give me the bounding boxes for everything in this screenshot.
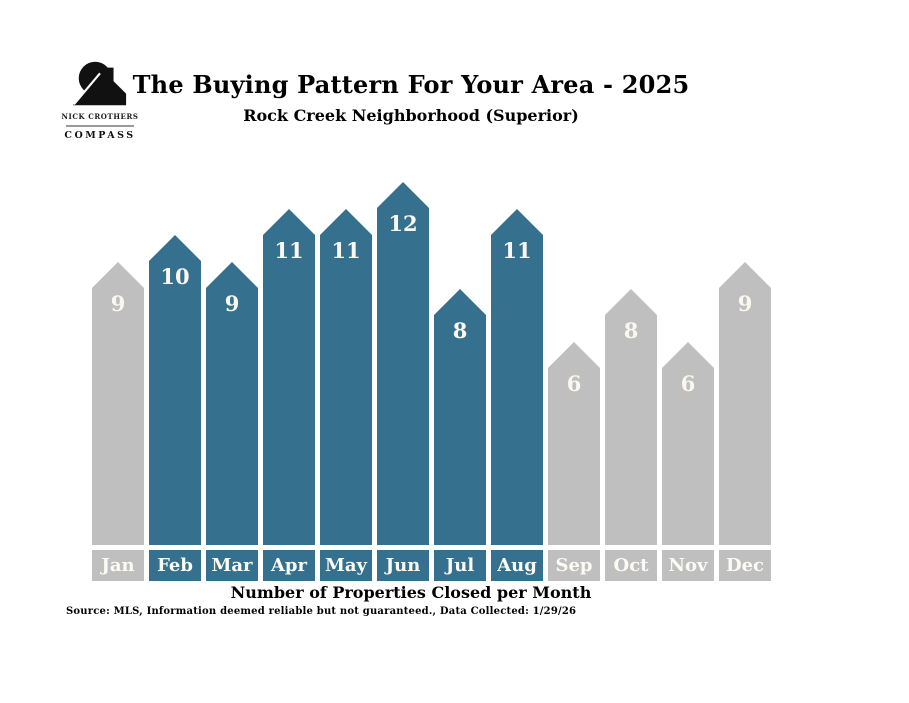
- house-logo-icon: [72, 61, 127, 106]
- bar-jul: 8: [434, 289, 486, 545]
- bar-mar: 9: [206, 262, 258, 545]
- month-label-sep: Sep: [548, 550, 600, 581]
- bar-value-label: 9: [110, 291, 126, 316]
- bar-value-label: 8: [623, 318, 639, 343]
- bars-row: 9 10 9 11 11 12 8 11 6 8 6 9: [92, 182, 771, 545]
- bar-value-label: 8: [452, 318, 468, 343]
- month-label-jul: Jul: [434, 550, 486, 581]
- bar-feb: 10: [149, 235, 201, 545]
- month-labels-row: Jan Feb Mar Apr May Jun Jul Aug Sep Oct Nov Dec: [92, 550, 771, 581]
- source-disclaimer: Source: MLS, Information deemed reliable…: [66, 606, 577, 617]
- month-label-dec: Dec: [719, 550, 771, 581]
- x-axis-title: Number of Properties Closed per Month: [230, 583, 592, 602]
- bar-apr: 11: [263, 209, 315, 545]
- bar-jun: 12: [377, 182, 429, 545]
- month-label-feb: Feb: [149, 550, 201, 581]
- bar-value-label: 12: [388, 211, 418, 236]
- logo-brand-text: COMPASS: [64, 130, 136, 141]
- page-subtitle: Rock Creek Neighborhood (Superior): [243, 106, 579, 125]
- bar-value-label: 11: [331, 238, 361, 263]
- bar-aug: 11: [491, 209, 543, 545]
- bar-oct: 8: [605, 289, 657, 545]
- month-label-jan: Jan: [92, 550, 144, 581]
- month-label-may: May: [320, 550, 372, 581]
- logo-name-text: NICK CROTHERS: [61, 112, 139, 121]
- bar-value-label: 11: [274, 238, 304, 263]
- logo-divider: [66, 125, 134, 127]
- month-label-apr: Apr: [263, 550, 315, 581]
- bar-value-label: 11: [502, 238, 532, 263]
- bar-nov: 6: [662, 342, 714, 545]
- bar-may: 11: [320, 209, 372, 545]
- month-label-nov: Nov: [662, 550, 714, 581]
- month-label-jun: Jun: [377, 550, 429, 581]
- page-title: The Buying Pattern For Your Area - 2025: [132, 70, 690, 99]
- brand-logo: NICK CROTHERS COMPASS: [58, 58, 142, 141]
- bar-value-label: 9: [224, 291, 240, 316]
- bar-dec: 9: [719, 262, 771, 545]
- bar-value-label: 6: [680, 371, 696, 396]
- bar-sep: 6: [548, 342, 600, 545]
- month-label-aug: Aug: [491, 550, 543, 581]
- bar-jan: 9: [92, 262, 144, 545]
- bar-value-label: 9: [737, 291, 753, 316]
- month-label-mar: Mar: [206, 550, 258, 581]
- bar-value-label: 6: [566, 371, 582, 396]
- month-label-oct: Oct: [605, 550, 657, 581]
- bar-value-label: 10: [160, 264, 190, 289]
- title-block: The Buying Pattern For Your Area - 2025 …: [0, 70, 822, 125]
